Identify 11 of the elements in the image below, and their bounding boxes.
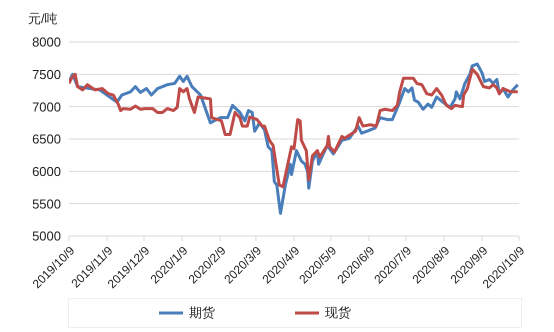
y-tick-label: 8000 (32, 34, 61, 50)
y-tick-label: 5500 (32, 196, 61, 212)
y-tick-label: 6000 (32, 164, 61, 179)
y-tick-label: 7500 (32, 66, 61, 82)
y-tick-label: 7000 (32, 99, 61, 114)
line-series (69, 68, 519, 188)
y-tick-label: 6500 (32, 132, 61, 147)
legend-label: 期货 (189, 305, 215, 320)
y-axis-title: 元/吨 (28, 10, 58, 28)
y-tick-label: 5000 (32, 228, 61, 244)
legend-label: 现货 (325, 305, 351, 320)
